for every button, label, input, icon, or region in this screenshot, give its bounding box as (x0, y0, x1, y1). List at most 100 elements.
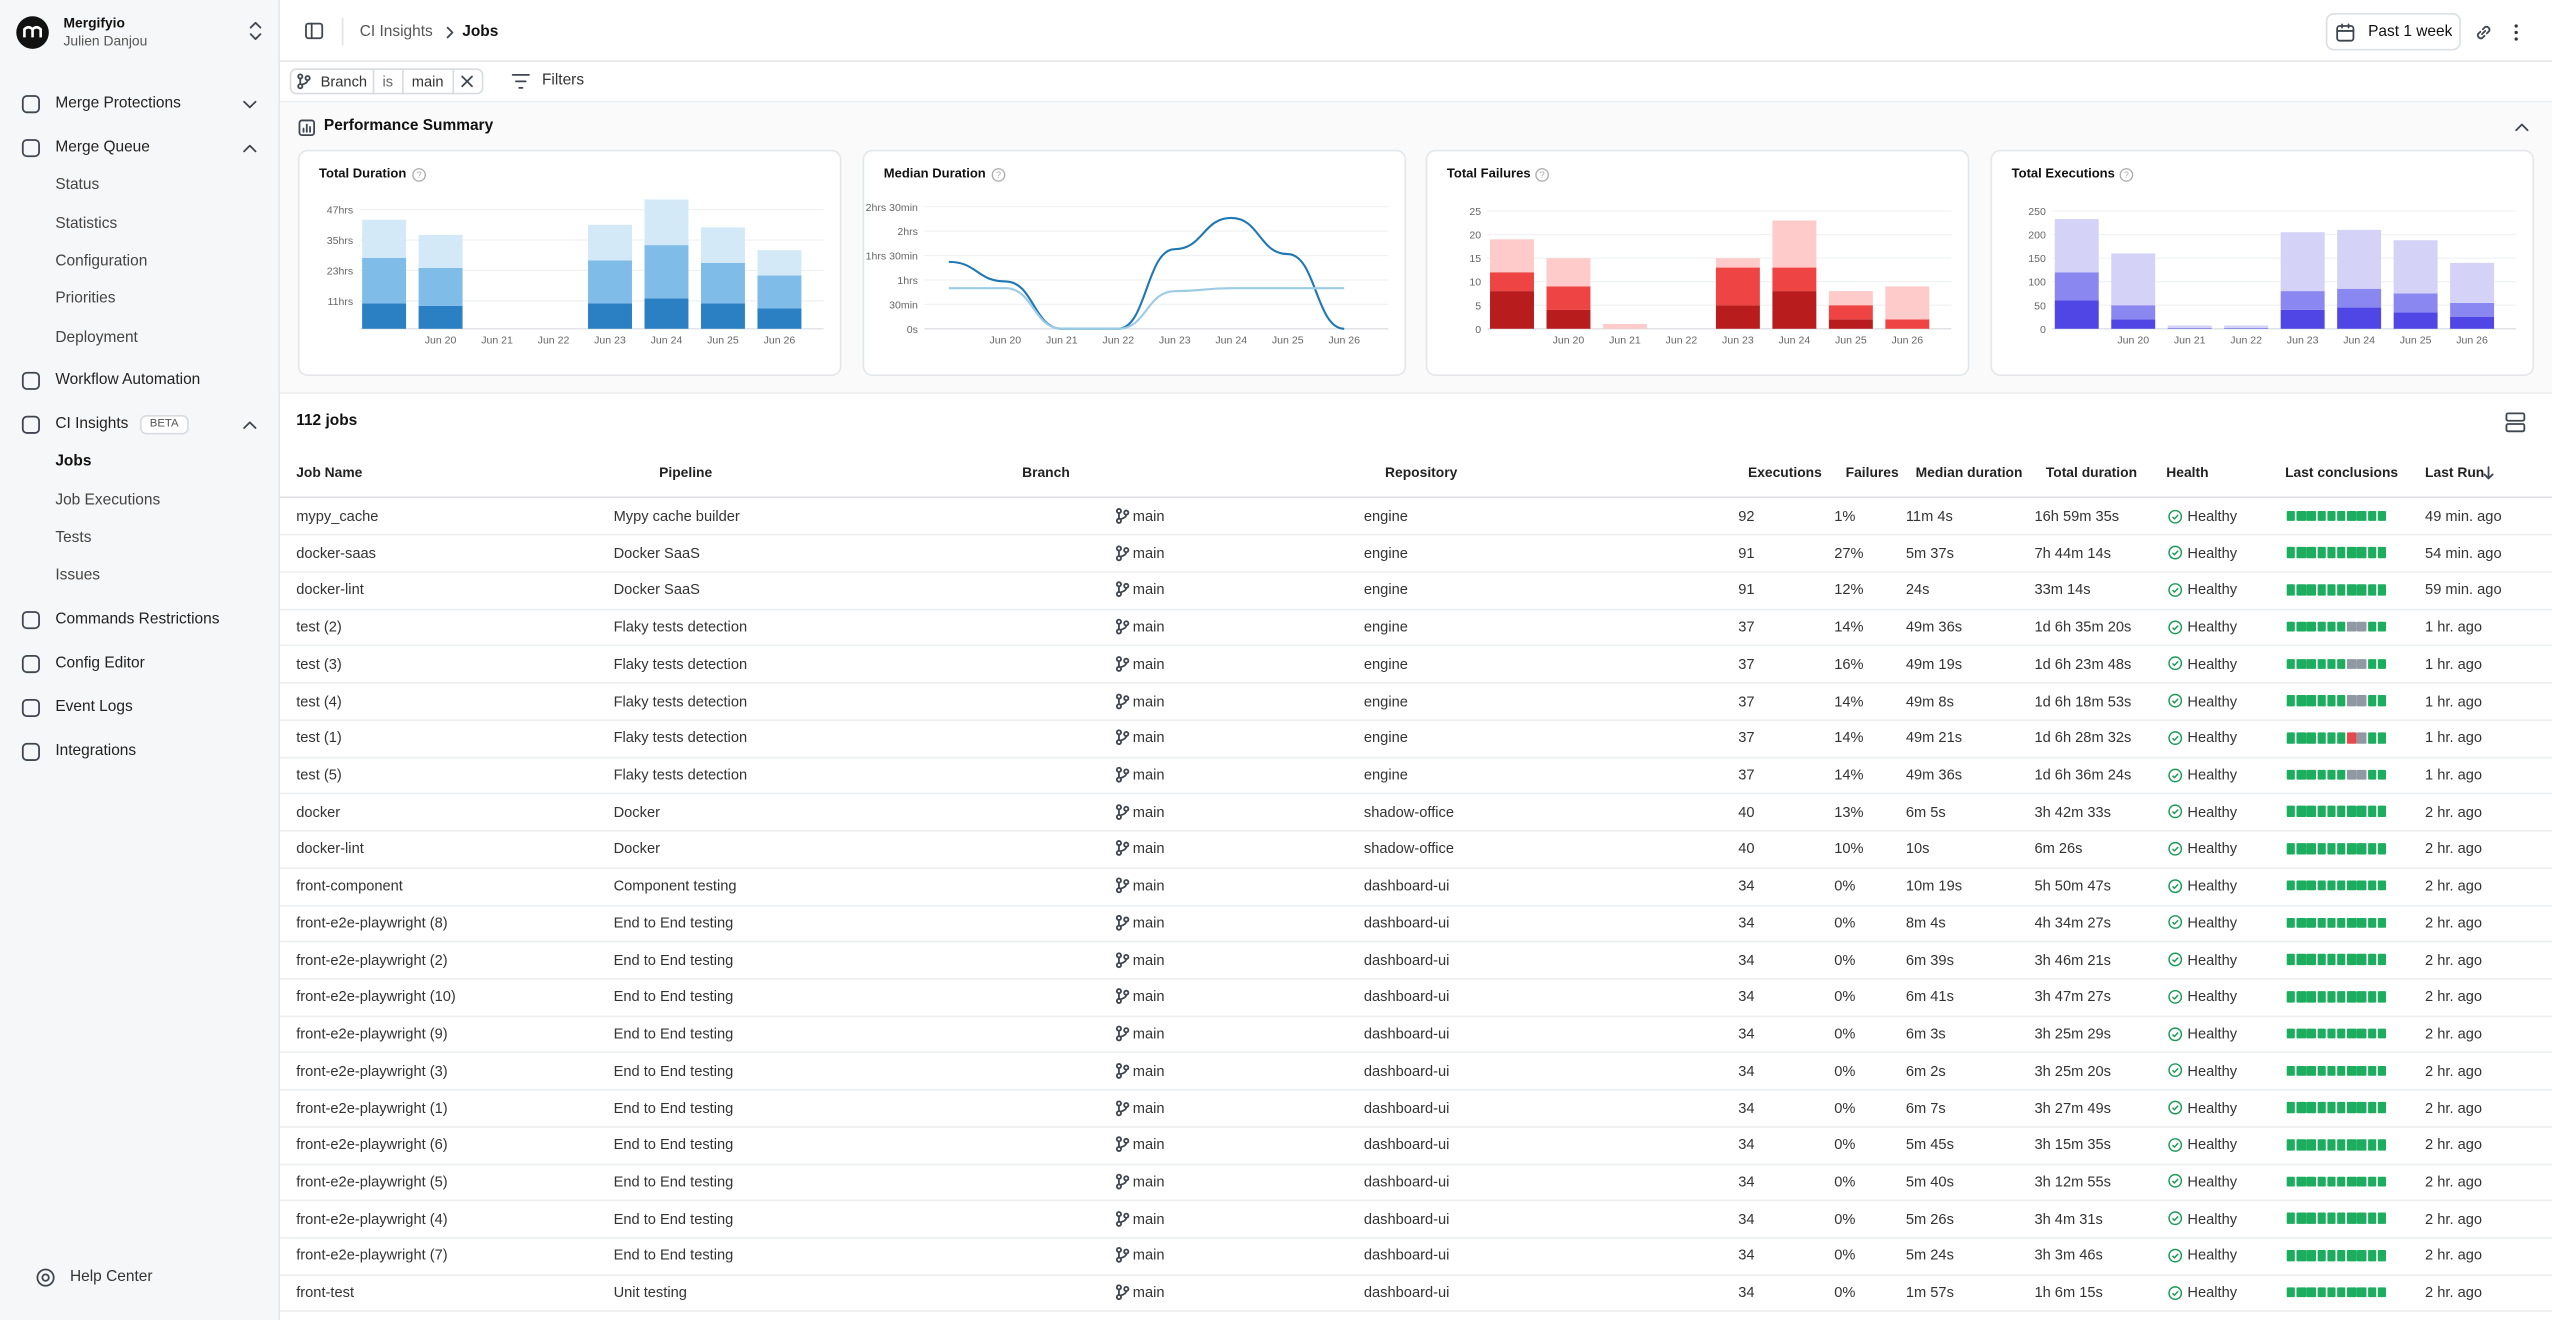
nav-subitem[interactable]: Deployment (55, 327, 138, 346)
total-duration: 3h 42m 33s (2034, 803, 2111, 820)
row-border (279, 1052, 2552, 1054)
column-header[interactable]: Executions (1747, 463, 1822, 481)
conclusion (2316, 991, 2326, 1002)
nav-item[interactable]: Merge Protections (55, 94, 181, 113)
job-name[interactable]: docker (296, 803, 341, 820)
column-header[interactable]: Last conclusions (2285, 463, 2399, 481)
sort-arrow[interactable] (2482, 465, 2495, 480)
help-center[interactable]: Help Center (69, 1267, 153, 1286)
date-range-button[interactable] (2325, 13, 2461, 51)
job-name[interactable]: test (4) (296, 692, 342, 709)
failures: 12% (1834, 581, 1864, 599)
bar-segment (1772, 220, 1817, 268)
nav-subitem[interactable]: Tests (55, 528, 92, 547)
job-name[interactable]: front-e2e-playwright (10) (296, 988, 456, 1005)
nav-chevron[interactable] (242, 419, 257, 430)
job-name[interactable]: front-e2e-playwright (1) (296, 1099, 448, 1116)
y-tick-label: 1hrs 30min (866, 251, 918, 263)
job-name[interactable]: test (2) (296, 618, 342, 635)
job-name[interactable]: front-e2e-playwright (3) (296, 1062, 448, 1079)
job-name[interactable]: test (1) (296, 729, 342, 746)
column-header[interactable]: Health (2166, 463, 2209, 481)
remove-filter[interactable] (461, 75, 474, 88)
job-name[interactable]: front-e2e-playwright (9) (296, 1025, 448, 1042)
executions: 34 (1738, 1025, 1755, 1042)
conclusion (2337, 1250, 2346, 1261)
job-name[interactable]: docker-saas (296, 544, 377, 562)
failures: 0% (1834, 1173, 1856, 1190)
nav-chevron[interactable] (242, 142, 257, 153)
date-range[interactable]: Past 1 week (2368, 22, 2453, 41)
conclusion (2296, 1028, 2306, 1039)
breadcrumb[interactable]: CI Insights (359, 22, 433, 41)
conclusion (2377, 1250, 2387, 1261)
nav-item[interactable]: Integrations (55, 741, 137, 760)
job-name[interactable]: front-e2e-playwright (6) (296, 1136, 448, 1153)
median-duration: 49m 21s (1905, 729, 1963, 746)
sidebar-toggle[interactable] (304, 21, 324, 41)
collapse-chevron[interactable] (2514, 121, 2529, 132)
more-icon[interactable] (2513, 22, 2520, 42)
nav-chevron[interactable] (242, 98, 257, 109)
help-icon[interactable]: ? (2119, 167, 2134, 182)
filters-button[interactable]: Filters (541, 71, 585, 90)
conclusion (2316, 769, 2326, 781)
nav-subitem[interactable]: Issues (55, 566, 101, 585)
density-toggle[interactable] (2504, 411, 2525, 432)
workspace-switcher[interactable] (247, 21, 263, 41)
row-border (279, 756, 2552, 758)
nav-subitem[interactable]: Statistics (55, 214, 118, 233)
total-duration: 3h 27m 49s (2034, 1099, 2111, 1116)
conclusion (2337, 991, 2346, 1002)
filter-chip[interactable] (289, 68, 484, 95)
column-header[interactable]: Total duration (2045, 463, 2138, 481)
job-name[interactable]: front-test (296, 1284, 355, 1301)
job-name[interactable]: mypy_cache (296, 507, 379, 525)
median-duration: 5m 26s (1905, 1210, 1954, 1227)
filters-icon[interactable] (511, 72, 531, 92)
column-header[interactable]: Branch (1022, 463, 1070, 481)
column-header[interactable]: Pipeline (659, 463, 713, 481)
branch: main (1132, 1210, 1165, 1227)
last-run: 1 hr. ago (2425, 618, 2483, 635)
nav-item[interactable]: Merge Queue (55, 138, 150, 157)
nav-item[interactable]: CI Insights (55, 415, 129, 434)
job-name[interactable]: front-component (296, 877, 403, 894)
job-name[interactable]: docker-lint (296, 840, 364, 857)
link-icon[interactable] (2474, 22, 2494, 42)
nav-subitem[interactable]: Configuration (55, 252, 148, 270)
job-name[interactable]: front-e2e-playwright (5) (296, 1173, 448, 1190)
help-icon[interactable]: ? (412, 167, 427, 182)
job-name[interactable]: front-e2e-playwright (7) (296, 1247, 448, 1264)
branch: main (1132, 507, 1165, 525)
median-duration: 10m 19s (1905, 877, 1963, 894)
job-name[interactable]: test (5) (296, 766, 342, 783)
job-name[interactable]: front-e2e-playwright (8) (296, 914, 448, 931)
nav-subitem[interactable]: Jobs (55, 453, 92, 471)
column-header[interactable]: Median duration (1915, 463, 2023, 481)
column-header[interactable]: Job Name (296, 463, 363, 481)
nav-item[interactable]: Commands Restrictions (55, 610, 220, 629)
health-icon (2167, 841, 2182, 856)
nav-subitem[interactable]: Status (55, 176, 100, 195)
conclusion (2337, 880, 2346, 892)
job-name[interactable]: front-e2e-playwright (4) (296, 1210, 448, 1227)
nav-subitem[interactable]: Priorities (55, 290, 116, 308)
help-icon[interactable]: ? (1535, 167, 1550, 182)
failures: 0% (1834, 1136, 1856, 1153)
job-name[interactable]: docker-lint (296, 581, 364, 599)
nav-item[interactable]: Workflow Automation (55, 371, 201, 390)
nav-subitem[interactable]: Job Executions (55, 491, 161, 509)
column-header[interactable]: Repository (1385, 463, 1458, 481)
column-header[interactable]: Last Run (2425, 463, 2485, 481)
conclusion (2357, 843, 2367, 855)
nav-item[interactable]: Event Logs (55, 698, 133, 716)
job-name[interactable]: test (3) (296, 655, 342, 672)
conclusion (2347, 880, 2357, 892)
column-header[interactable]: Failures (1845, 463, 1899, 481)
help-icon[interactable]: ? (991, 167, 1006, 182)
bar-segment (362, 257, 407, 304)
nav-item[interactable]: Config Editor (55, 654, 145, 673)
job-name[interactable]: front-e2e-playwright (2) (296, 951, 448, 968)
bar-segment (418, 305, 463, 329)
